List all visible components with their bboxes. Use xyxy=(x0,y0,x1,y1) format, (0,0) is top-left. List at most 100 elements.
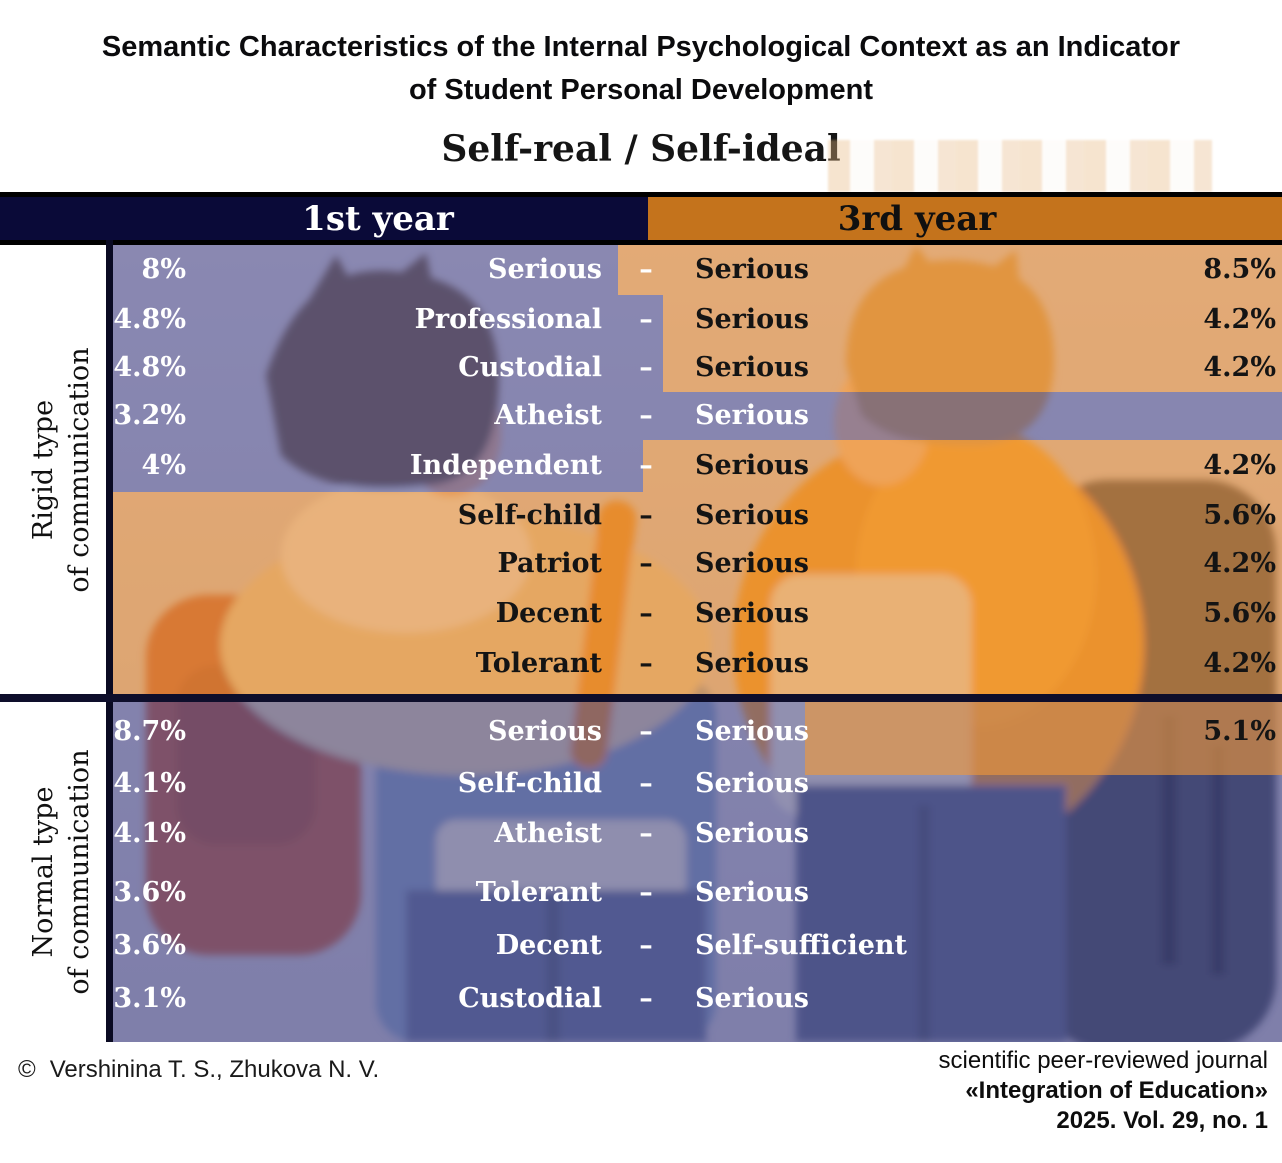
table-row: Patriot – Serious 4.2% xyxy=(0,539,1282,589)
title-line-2: of Student Personal Development xyxy=(408,74,874,106)
table-row: 4.8% Custodial – Serious 4.2% xyxy=(0,343,1282,393)
band-purple-row5-left xyxy=(113,440,643,492)
table-row: 3.6% Decent – Self-sufficient xyxy=(0,921,1282,971)
value-1st-year: 4.1% xyxy=(113,818,186,849)
self-ideal-label: Serious xyxy=(695,768,809,799)
value-1st-year: 3.2% xyxy=(113,400,186,431)
axis-vertical-line xyxy=(106,240,113,1042)
background-artifact-band xyxy=(828,140,1212,192)
table-row: 3.6% Tolerant – Serious xyxy=(0,868,1282,918)
dash-separator: – xyxy=(639,930,653,961)
value-3rd-year: 5.6% xyxy=(1203,500,1276,531)
dash-separator: – xyxy=(639,400,653,431)
dash-separator: – xyxy=(639,304,653,335)
band-orange-row1-right xyxy=(618,245,1282,295)
value-1st-year: 3.6% xyxy=(113,930,186,961)
table-row: 8.7% Serious – Serious 5.1% xyxy=(0,707,1282,757)
self-ideal-label: Serious xyxy=(695,352,809,383)
dash-separator: – xyxy=(639,450,653,481)
self-real-label: Decent xyxy=(495,598,602,629)
band-orange-rows6-9-full xyxy=(113,492,1282,694)
value-3rd-year: 4.2% xyxy=(1203,352,1276,383)
journal-line-1: scientific peer-reviewed journal xyxy=(938,1047,1268,1074)
self-real-label: Atheist xyxy=(494,818,602,849)
self-real-label: Tolerant xyxy=(475,877,602,908)
band-purple-rows2-3-left xyxy=(113,295,663,392)
copyright-icon: © xyxy=(18,1056,36,1083)
self-real-label: Atheist xyxy=(494,400,602,431)
band-orange-rows2-3-right xyxy=(663,295,1282,392)
table-row: 4% Independent – Serious 4.2% xyxy=(0,441,1282,491)
self-real-label: Custodial xyxy=(458,352,602,383)
column-header-1st-year-label: 1st year xyxy=(302,198,454,239)
self-ideal-label: Serious xyxy=(695,598,809,629)
page-title: Semantic Characteristics of the Internal… xyxy=(0,26,1282,112)
band-orange-row10-right xyxy=(805,702,1282,775)
band-purple-row4-full xyxy=(113,392,1282,440)
self-real-label: Patriot xyxy=(497,548,602,579)
table-row: 4.1% Self-child – Serious xyxy=(0,759,1282,809)
self-ideal-label: Serious xyxy=(695,716,809,747)
table-row: 8% Serious – Serious 8.5% xyxy=(0,245,1282,295)
value-3rd-year: 4.2% xyxy=(1203,648,1276,679)
value-3rd-year: 4.2% xyxy=(1203,304,1276,335)
dash-separator: – xyxy=(639,768,653,799)
table-row: Tolerant – Serious 4.2% xyxy=(0,639,1282,689)
authors-credit: © Vershinina T. S., Zhukova N. V. xyxy=(18,1056,379,1084)
dash-separator: – xyxy=(639,983,653,1014)
value-1st-year: 3.6% xyxy=(113,877,186,908)
dash-separator: – xyxy=(639,548,653,579)
value-3rd-year: 8.5% xyxy=(1203,254,1276,285)
self-real-label: Serious xyxy=(488,716,602,747)
title-line-1: Semantic Characteristics of the Internal… xyxy=(101,31,1181,63)
dash-separator: – xyxy=(639,352,653,383)
self-real-label: Tolerant xyxy=(475,648,602,679)
band-orange-row5-right xyxy=(643,440,1282,492)
top-rule xyxy=(0,192,1282,197)
header-bottom-rule xyxy=(0,240,1282,245)
journal-credit: scientific peer-reviewed journal «Integr… xyxy=(939,1046,1268,1136)
self-real-label: Professional xyxy=(414,304,602,335)
column-header-1st-year: 1st year xyxy=(0,197,648,240)
self-ideal-label: Serious xyxy=(695,983,809,1014)
section-separator-line xyxy=(0,694,1282,702)
value-1st-year: 4% xyxy=(141,450,186,481)
dash-separator: – xyxy=(639,716,653,747)
self-real-label: Self-child xyxy=(457,500,602,531)
self-real-label: Serious xyxy=(488,254,602,285)
table-row: 3.1% Custodial – Serious xyxy=(0,974,1282,1024)
dash-separator: – xyxy=(639,254,653,285)
self-ideal-label: Serious xyxy=(695,450,809,481)
self-ideal-label: Serious xyxy=(695,818,809,849)
value-3rd-year: 5.6% xyxy=(1203,598,1276,629)
self-ideal-label: Serious xyxy=(695,548,809,579)
self-ideal-label: Serious xyxy=(695,304,809,335)
self-real-label: Custodial xyxy=(458,983,602,1014)
journal-line-3: 2025. Vol. 29, no. 1 xyxy=(1056,1107,1268,1134)
value-3rd-year: 5.1% xyxy=(1203,716,1276,747)
table-row: Decent – Serious 5.6% xyxy=(0,589,1282,639)
authors-names: Vershinina T. S., Zhukova N. V. xyxy=(49,1056,380,1083)
value-1st-year: 4.8% xyxy=(113,304,186,335)
self-ideal-label: Self-sufficient xyxy=(695,930,908,961)
value-3rd-year: 4.2% xyxy=(1203,450,1276,481)
self-real-label: Independent xyxy=(409,450,602,481)
value-1st-year: 8.7% xyxy=(113,716,186,747)
column-header-3rd-year-label: 3rd year xyxy=(837,198,997,239)
table-row: 4.1% Atheist – Serious xyxy=(0,809,1282,859)
self-ideal-label: Serious xyxy=(695,648,809,679)
self-real-label: Decent xyxy=(495,930,602,961)
table-row: Self-child – Serious 5.6% xyxy=(0,491,1282,541)
table-row: 4.8% Professional – Serious 4.2% xyxy=(0,295,1282,345)
dash-separator: – xyxy=(639,818,653,849)
dash-separator: – xyxy=(639,877,653,908)
self-ideal-label: Serious xyxy=(695,500,809,531)
journal-line-2: «Integration of Education» xyxy=(965,1077,1268,1104)
band-purple-row1-left xyxy=(113,245,618,295)
dash-separator: – xyxy=(639,648,653,679)
value-3rd-year: 4.2% xyxy=(1203,548,1276,579)
table-row: 3.2% Atheist – Serious xyxy=(0,391,1282,441)
dash-separator: – xyxy=(639,598,653,629)
value-1st-year: 3.1% xyxy=(113,983,186,1014)
